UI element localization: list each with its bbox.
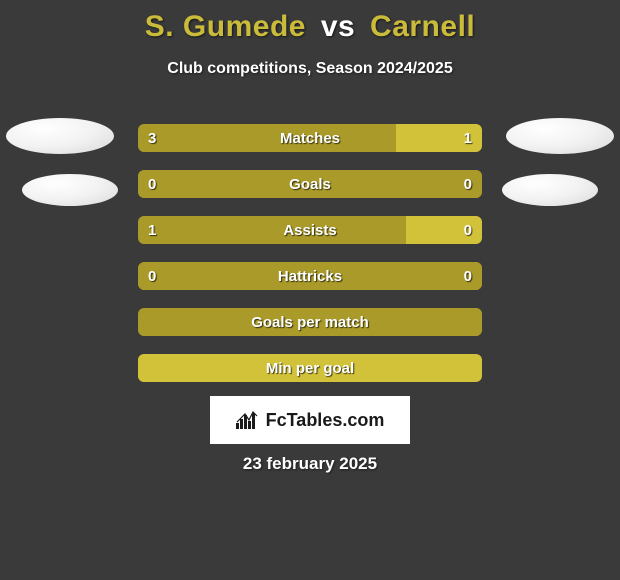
stat-label: Goals xyxy=(138,170,482,198)
stat-value-player1: 3 xyxy=(148,124,156,152)
player2-avatar-placeholder xyxy=(506,118,614,154)
stat-row: Min per goal xyxy=(138,354,482,382)
player1-club-placeholder xyxy=(22,174,118,206)
stats-bars: Matches31Goals00Assists10Hattricks00Goal… xyxy=(138,124,482,400)
comparison-card: S. Gumede vs Carnell Club competitions, … xyxy=(0,0,620,580)
title-player2: Carnell xyxy=(370,10,475,43)
stat-value-player1: 0 xyxy=(148,262,156,290)
stat-row: Matches3 1 xyxy=(138,124,482,152)
site-name: FcTables.com xyxy=(266,410,385,431)
stat-label: Min per goal xyxy=(138,354,482,382)
stat-label: Assists xyxy=(138,216,482,244)
stat-value-player1: 0 xyxy=(148,170,156,198)
player1-avatar-placeholder xyxy=(6,118,114,154)
stat-value-player2: 0 xyxy=(464,262,472,290)
title-vs: vs xyxy=(321,10,355,43)
stat-label: Matches xyxy=(138,124,482,152)
bars-icon xyxy=(236,411,260,429)
stat-label: Goals per match xyxy=(138,308,482,336)
player2-club-placeholder xyxy=(502,174,598,206)
stat-row: Hattricks0 0 xyxy=(138,262,482,290)
stat-row: Assists1 0 xyxy=(138,216,482,244)
snapshot-date: 23 february 2025 xyxy=(0,454,620,474)
stat-value-player2: 1 xyxy=(464,124,472,152)
stat-label: Hattricks xyxy=(138,262,482,290)
stat-value-player2: 0 xyxy=(464,170,472,198)
stat-row: Goals per match xyxy=(138,308,482,336)
stat-row: Goals0 0 xyxy=(138,170,482,198)
title-player1: S. Gumede xyxy=(145,10,306,43)
stat-value-player1: 1 xyxy=(148,216,156,244)
site-logo: FcTables.com xyxy=(210,396,410,444)
subtitle: Club competitions, Season 2024/2025 xyxy=(0,60,620,78)
comparison-title: S. Gumede vs Carnell xyxy=(0,10,620,44)
stat-value-player2: 0 xyxy=(464,216,472,244)
